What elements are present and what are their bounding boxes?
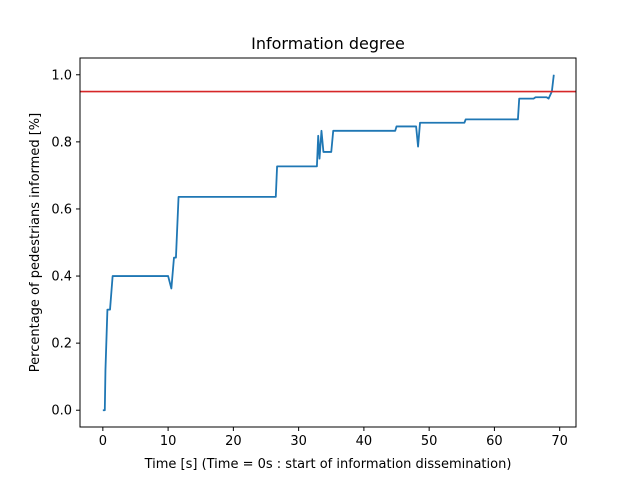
series-line-0 (102, 74, 555, 412)
plot-content (80, 74, 576, 412)
x-tick-label: 10 (160, 434, 177, 449)
y-tick-label: 0.2 (51, 337, 72, 352)
x-tick-label: 0 (99, 434, 107, 449)
x-tick-label: 40 (356, 434, 373, 449)
plot-frame (79, 57, 577, 428)
y-tick-label: 0.4 (51, 270, 72, 285)
x-tick-label: 60 (486, 434, 503, 449)
x-tick-label: 20 (225, 434, 242, 449)
axis-ticks: 0 10 20 30 40 50 60 70 0.0 0.2 0.4 0.6 0.8 1.0 (51, 68, 568, 449)
y-axis-label: Percentage of pedestrians informed [%] (28, 113, 43, 372)
x-tick-label: 50 (421, 434, 438, 449)
x-tick-label: 30 (290, 434, 307, 449)
y-tick-label: 0.6 (51, 202, 72, 217)
x-axis-label: Time [s] (Time = 0s : start of informati… (144, 457, 512, 472)
y-tick-label: 0.8 (51, 135, 72, 150)
x-tick-label: 70 (551, 434, 568, 449)
y-tick-label: 1.0 (51, 68, 72, 83)
y-tick-label: 0.0 (51, 404, 72, 419)
chart-title: Information degree (251, 34, 405, 53)
